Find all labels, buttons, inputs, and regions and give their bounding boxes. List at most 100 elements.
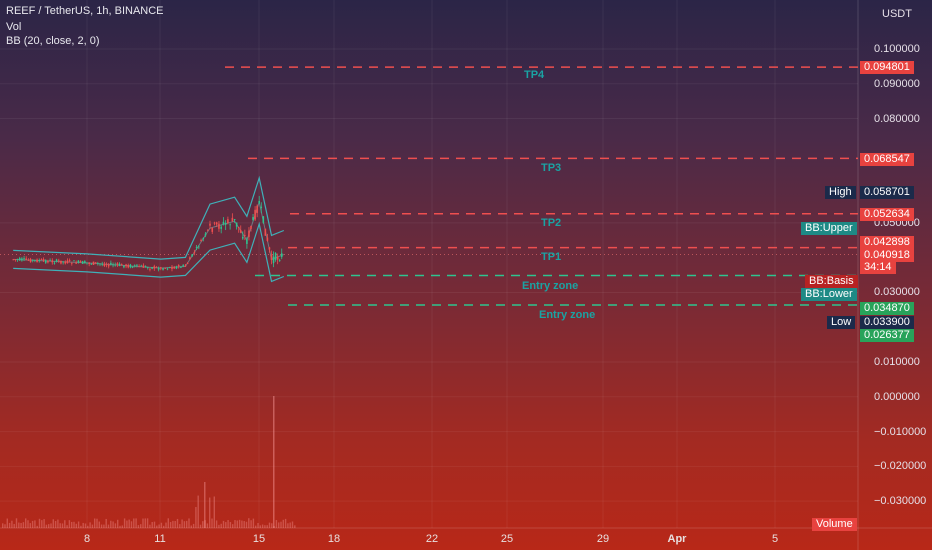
- candle-body: [79, 260, 82, 263]
- volume-bar: [6, 518, 8, 528]
- countdown-badge: 34:14: [860, 261, 896, 274]
- candle-body: [280, 253, 283, 258]
- volume-bar: [243, 521, 245, 528]
- candle-body: [99, 263, 101, 265]
- candle-body: [55, 259, 58, 262]
- x-tick: 22: [425, 533, 439, 545]
- volume-bar: [222, 520, 225, 528]
- candle-body: [233, 218, 236, 221]
- last-price-badge: 0.040918: [860, 249, 914, 262]
- candle-body: [31, 259, 34, 261]
- volume-bar: [190, 525, 192, 528]
- volume-bar: [179, 524, 181, 528]
- y-tick-label: 0.090000: [874, 77, 920, 90]
- entry-zone-2-annotation[interactable]: Entry zone: [539, 309, 596, 321]
- volume-bar: [225, 522, 227, 528]
- candle-body: [112, 264, 114, 266]
- symbol-legend[interactable]: REEF / TetherUS, 1h, BINANCE: [6, 5, 164, 17]
- candle-body: [136, 264, 138, 266]
- volume-bar: [204, 482, 206, 528]
- candle-body: [272, 256, 275, 264]
- volume-bar: [204, 520, 206, 528]
- candle-body: [246, 239, 248, 244]
- candle-body: [211, 227, 214, 232]
- candle-body: [149, 268, 151, 270]
- candle-body: [131, 266, 134, 268]
- candle-body: [200, 240, 202, 242]
- candle-body: [173, 266, 176, 269]
- volume-bar: [229, 522, 232, 528]
- bb-basis-badge: BB:Basis: [805, 275, 858, 288]
- volume-bar: [169, 522, 172, 528]
- volume-bar: [27, 520, 29, 528]
- volume-bar: [89, 522, 91, 528]
- volume-bar: [4, 524, 6, 528]
- candle-body: [118, 263, 121, 266]
- volume-bar: [117, 519, 119, 528]
- tp2-annotation[interactable]: TP2: [541, 217, 562, 229]
- volume-bar: [255, 525, 257, 528]
- candle-body: [144, 266, 147, 268]
- candle-body: [90, 263, 93, 265]
- candle-body: [160, 267, 162, 269]
- candle-body: [123, 265, 125, 268]
- candle-body: [92, 261, 95, 265]
- volume-bar: [273, 525, 275, 528]
- y-tick-label: 0.000000: [874, 390, 920, 403]
- volume-bar: [112, 521, 114, 528]
- candle-body: [262, 216, 265, 223]
- bb-legend[interactable]: BB (20, close, 2, 0): [6, 35, 100, 47]
- y-tick-label: 0.080000: [874, 112, 920, 125]
- volume-bar: [273, 396, 275, 528]
- volume-legend[interactable]: Vol: [6, 21, 22, 33]
- entry-zone-1-annotation[interactable]: Entry zone: [522, 280, 579, 292]
- high-label-badge: High: [825, 186, 856, 199]
- currency-label[interactable]: USDT: [882, 8, 912, 20]
- volume-bar: [238, 519, 241, 528]
- volume-bar: [121, 525, 123, 528]
- candle-body: [94, 262, 97, 264]
- volume-bar: [142, 518, 144, 528]
- entry2-price-badge: 0.026377: [860, 329, 914, 342]
- candle-body: [229, 224, 231, 226]
- candle-body: [34, 259, 36, 261]
- x-tick: 18: [327, 533, 341, 545]
- candle-body: [248, 230, 250, 237]
- candle-body: [254, 209, 256, 220]
- volume-bar: [137, 525, 140, 528]
- candle-body: [204, 233, 207, 236]
- volume-bar: [153, 521, 156, 528]
- candle-body: [166, 268, 169, 270]
- candle-body: [25, 258, 28, 260]
- volume-bar: [43, 519, 45, 528]
- volume-bar: [167, 518, 169, 528]
- x-tick: 5: [771, 533, 779, 545]
- volume-bar: [110, 520, 112, 528]
- tp3-annotation[interactable]: TP3: [541, 162, 562, 174]
- candle-body: [278, 260, 281, 261]
- x-tick: 25: [500, 533, 514, 545]
- candle-body: [198, 246, 200, 248]
- volume-bar: [66, 525, 68, 528]
- volume-bar: [100, 524, 103, 528]
- candle-body: [44, 260, 47, 263]
- candle-body: [51, 260, 54, 263]
- candle-body: [81, 261, 84, 264]
- candle-body: [227, 219, 229, 224]
- candle-body: [189, 257, 191, 260]
- volume-bar: [188, 518, 190, 528]
- low-label-badge: Low: [827, 316, 856, 329]
- volume-bar: [284, 518, 287, 528]
- tp1-annotation[interactable]: TP1: [541, 251, 562, 263]
- y-tick-label: 0.010000: [874, 356, 920, 369]
- candle-body: [155, 266, 158, 268]
- tp2-price-badge: 0.052634: [860, 208, 914, 221]
- candle-body: [47, 260, 49, 263]
- volume-bar: [126, 520, 128, 528]
- volume-bar: [183, 521, 186, 528]
- candle-body: [186, 263, 189, 265]
- tp4-annotation[interactable]: TP4: [524, 69, 544, 81]
- candle-body: [153, 266, 156, 269]
